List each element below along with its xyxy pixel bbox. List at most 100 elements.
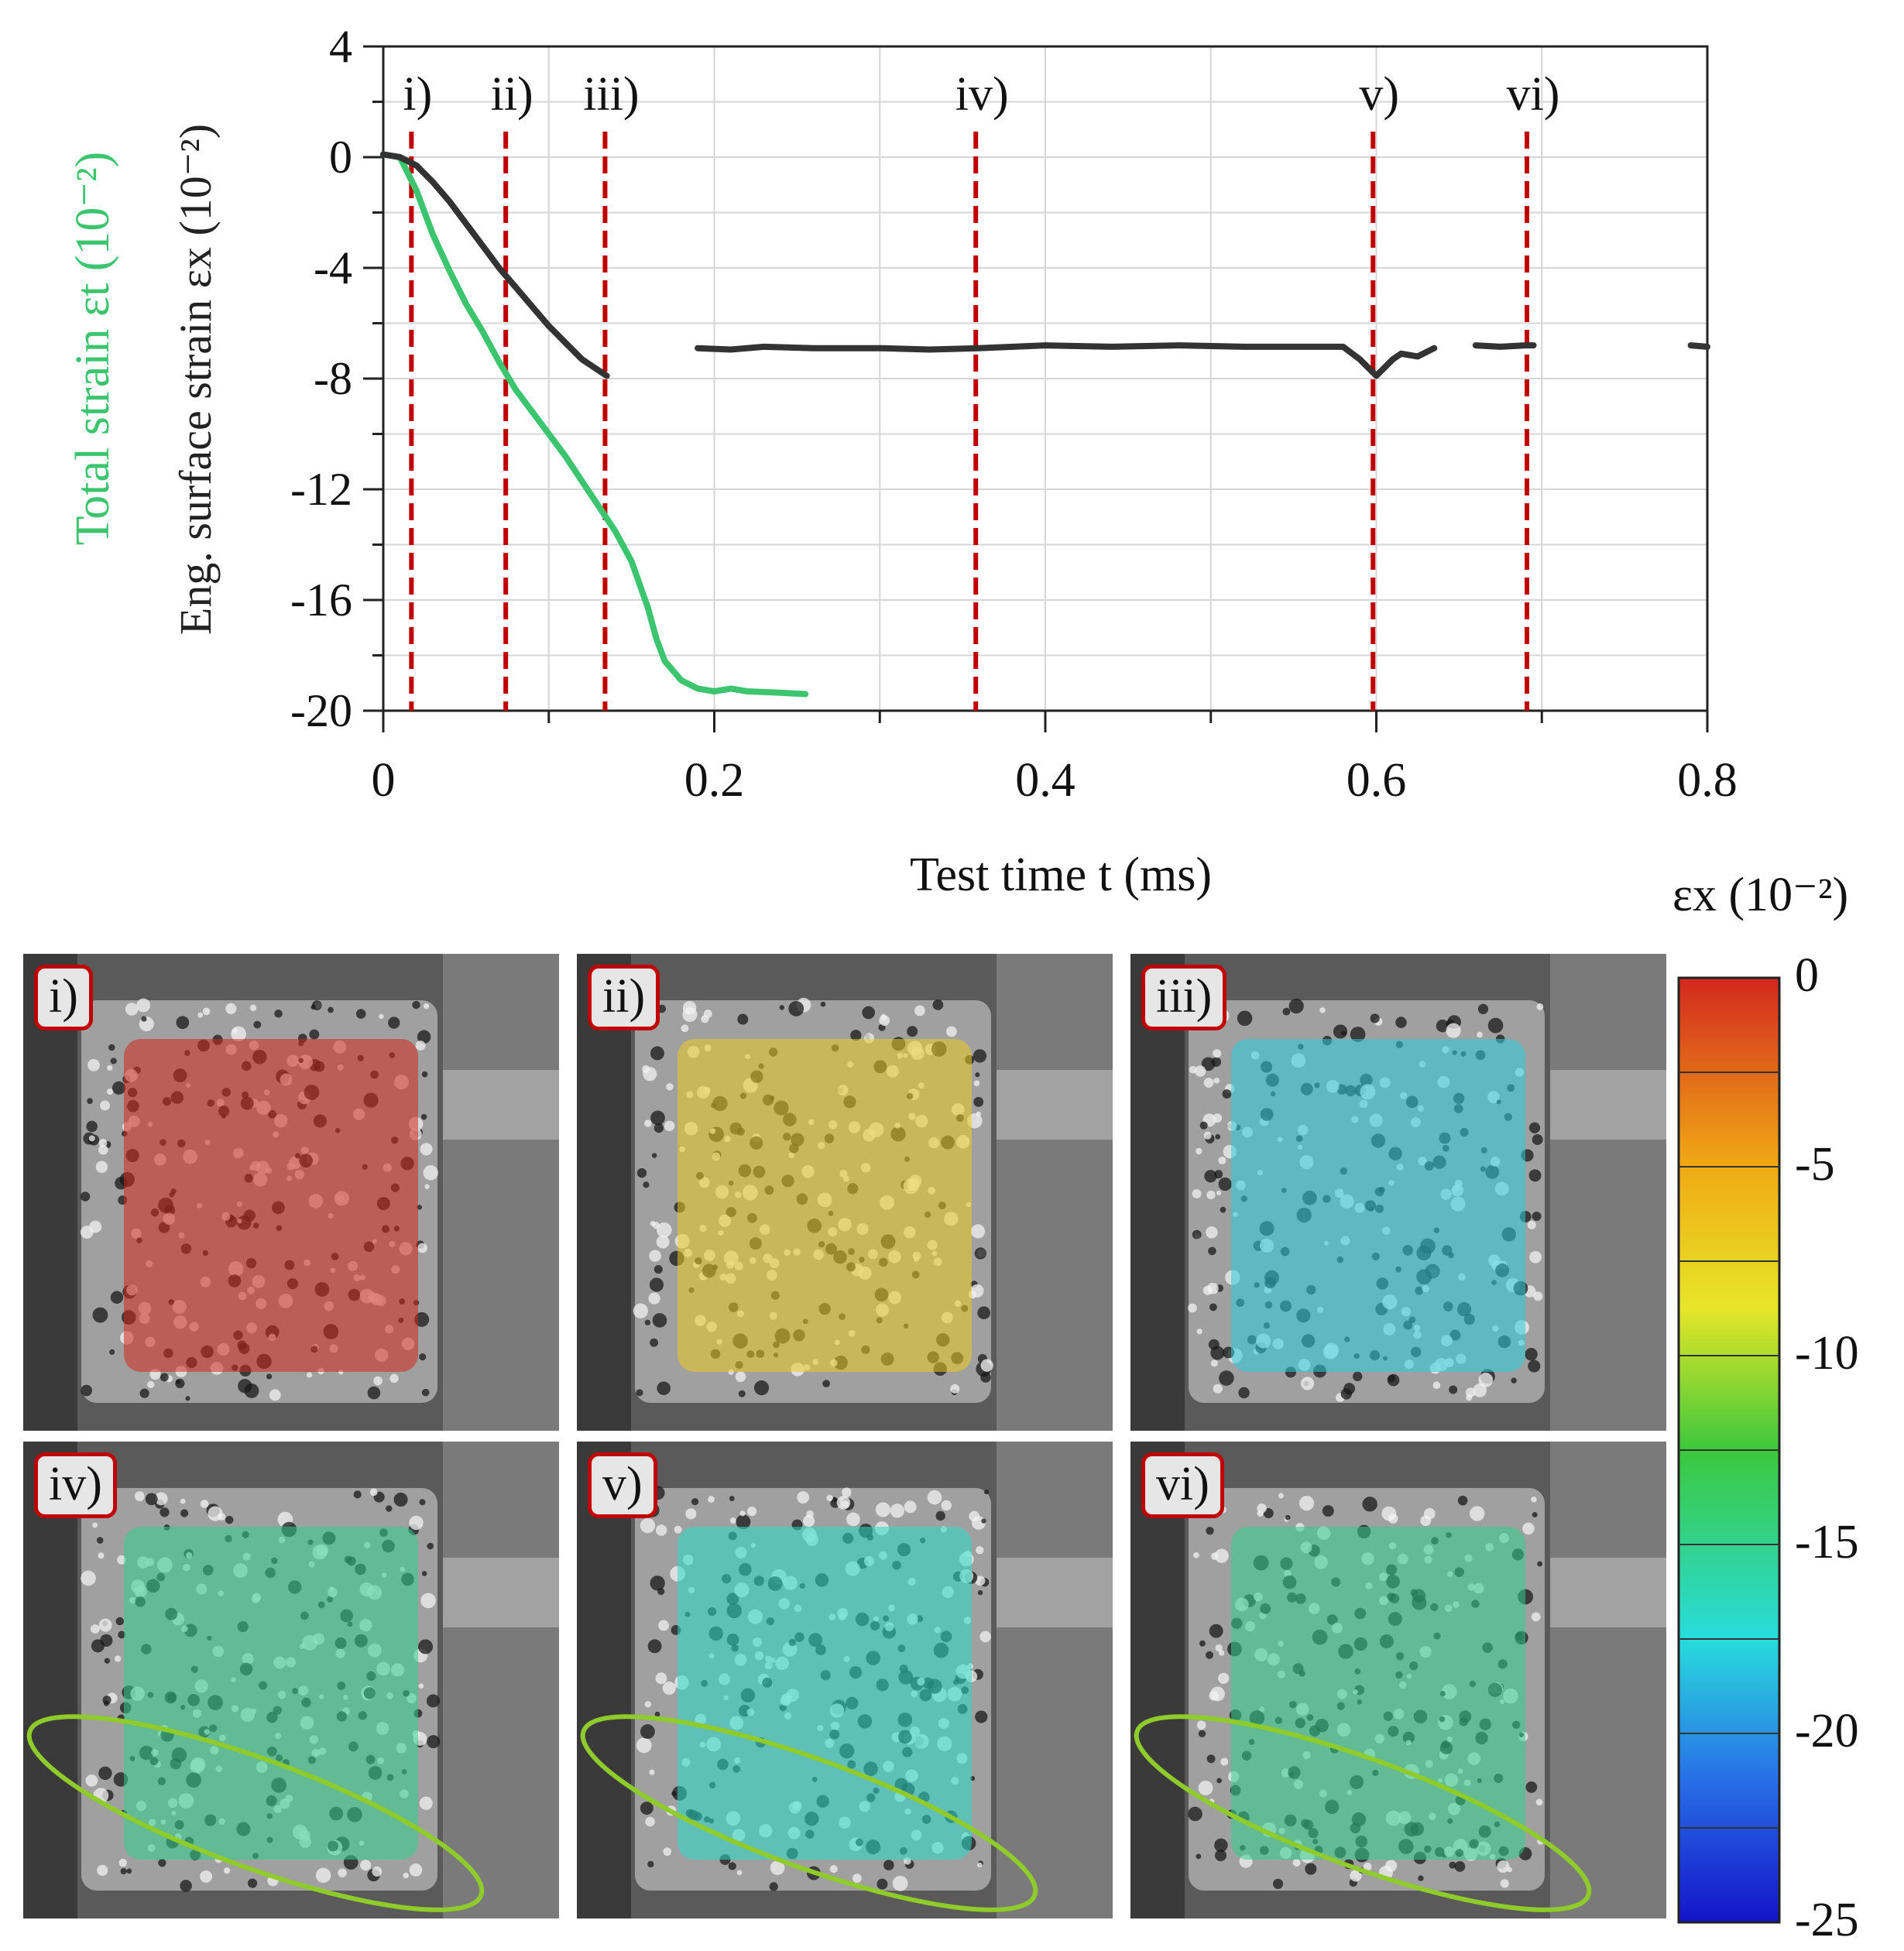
x-tick-label: 0.6: [1347, 754, 1407, 807]
speckle: [423, 1165, 438, 1181]
strain-time-chart: i) ii) iii) iv) v) vi) 0 0.2 0.4 0.6 0.8 4 0 -4 -8 -12…: [67, 21, 1738, 901]
speckle: [139, 1388, 149, 1398]
y-tick-label: -8: [314, 353, 352, 404]
speckle: [418, 1683, 424, 1689]
speckle: [1532, 1512, 1538, 1517]
colorbar-tick-label: -15: [1795, 1516, 1859, 1569]
speckle: [654, 1711, 660, 1717]
speckle: [306, 1372, 313, 1378]
speckle: [154, 1492, 168, 1506]
holder-left: [577, 954, 631, 1431]
speckle: [640, 1517, 656, 1534]
dic-panel: iii): [1130, 954, 1666, 1431]
speckle: [1362, 1497, 1377, 1512]
speckle: [788, 1000, 804, 1017]
colorbar-tick-label: 0: [1795, 949, 1819, 1002]
speckle: [1204, 1170, 1217, 1183]
speckle: [770, 1860, 785, 1875]
x-tick-label: 0.2: [684, 754, 745, 807]
speckle: [1478, 1372, 1494, 1387]
speckle: [654, 1123, 664, 1133]
speckle: [1319, 1007, 1326, 1013]
speckle: [1388, 1514, 1398, 1524]
speckle: [160, 1373, 169, 1382]
speckle: [739, 1510, 746, 1517]
speckle: [91, 1624, 100, 1634]
speckle: [1298, 1496, 1315, 1511]
speckle: [86, 1120, 98, 1133]
speckle: [417, 1205, 423, 1210]
speckle: [1189, 1065, 1197, 1074]
speckle: [1272, 1878, 1284, 1889]
y-tick-label: -16: [290, 574, 352, 626]
speckle: [202, 1007, 211, 1016]
speckle: [643, 1181, 650, 1188]
speckle: [1211, 1057, 1222, 1067]
holder-left: [577, 1442, 631, 1918]
strain-overlay: [1231, 1039, 1525, 1372]
speckle: [1218, 1650, 1225, 1656]
speckle: [1527, 1220, 1536, 1229]
speckle: [1214, 1548, 1229, 1563]
speckle: [109, 1349, 115, 1355]
speckle: [426, 1694, 440, 1708]
speckle: [1198, 1730, 1206, 1737]
speckle: [1188, 1303, 1197, 1313]
speckle: [1418, 1875, 1424, 1881]
speckle: [674, 1525, 682, 1534]
speckle: [1213, 1384, 1223, 1394]
speckle: [649, 1277, 664, 1292]
speckle: [1528, 1122, 1541, 1133]
speckle: [657, 1381, 671, 1395]
holder-glare: [997, 1070, 1113, 1140]
speckle: [1420, 1515, 1432, 1527]
speckle: [136, 998, 151, 1013]
y-tick-label: -12: [290, 464, 352, 515]
speckle: [904, 1500, 917, 1514]
speckle: [841, 1500, 849, 1508]
speckle: [1209, 1624, 1223, 1638]
speckle: [1205, 1651, 1214, 1659]
speckle: [108, 1044, 115, 1051]
speckle: [225, 1516, 234, 1524]
panel-tag: iv): [34, 1452, 117, 1519]
speckle: [973, 1080, 980, 1087]
speckle: [225, 1003, 237, 1014]
speckle: [420, 1593, 436, 1609]
speckle: [636, 1737, 652, 1754]
speckle: [977, 1306, 991, 1320]
speckle: [106, 1089, 114, 1096]
speckle: [98, 1144, 108, 1155]
speckle: [650, 1221, 656, 1226]
speckle: [1511, 1377, 1517, 1384]
speckle: [1487, 1017, 1504, 1034]
speckle: [914, 1005, 925, 1017]
speckle: [1436, 1019, 1449, 1033]
speckle: [691, 1498, 699, 1506]
speckle: [875, 1502, 890, 1517]
speckle: [80, 1192, 91, 1202]
speckle: [95, 1161, 108, 1174]
speckle: [981, 1518, 986, 1524]
speckle: [88, 1135, 95, 1142]
speckle: [1532, 1134, 1543, 1145]
speckle: [1206, 1226, 1218, 1239]
speckle: [372, 1866, 383, 1877]
holder-glare: [997, 1558, 1113, 1627]
speckle: [355, 1009, 366, 1019]
speckle: [1333, 1024, 1348, 1039]
dic-panel-image: [23, 1442, 559, 1918]
speckle: [92, 1307, 108, 1323]
speckle: [1199, 1640, 1206, 1647]
speckle: [1532, 1211, 1542, 1221]
colorbar-tick-label: -20: [1795, 1705, 1859, 1757]
speckle: [1533, 1291, 1543, 1301]
speckle: [309, 1029, 320, 1040]
speckle: [842, 1487, 852, 1497]
speckle: [1215, 1850, 1227, 1862]
speckle: [1214, 1838, 1228, 1853]
dic-panel: iv): [23, 1442, 559, 1918]
speckle: [118, 1858, 128, 1867]
speckle: [274, 1010, 283, 1018]
speckle: [1388, 1374, 1396, 1383]
